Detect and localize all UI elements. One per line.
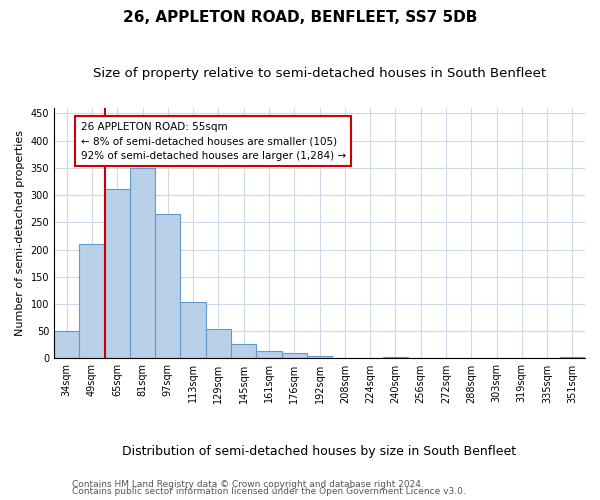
Bar [181, 302, 206, 358]
Bar [256, 351, 281, 358]
Bar [54, 332, 79, 358]
Y-axis label: Number of semi-detached properties: Number of semi-detached properties [15, 130, 25, 336]
Bar [155, 214, 181, 358]
Bar [130, 168, 155, 358]
Title: Size of property relative to semi-detached houses in South Benfleet: Size of property relative to semi-detach… [93, 68, 546, 80]
Text: 26 APPLETON ROAD: 55sqm
← 8% of semi-detached houses are smaller (105)
92% of se: 26 APPLETON ROAD: 55sqm ← 8% of semi-det… [80, 122, 346, 162]
Text: Contains public sector information licensed under the Open Government Licence v3: Contains public sector information licen… [72, 488, 466, 496]
Bar [79, 244, 104, 358]
Bar [383, 357, 408, 358]
Bar [307, 356, 332, 358]
Bar [231, 344, 256, 358]
Bar [560, 357, 585, 358]
Text: 26, APPLETON ROAD, BENFLEET, SS7 5DB: 26, APPLETON ROAD, BENFLEET, SS7 5DB [123, 10, 477, 25]
X-axis label: Distribution of semi-detached houses by size in South Benfleet: Distribution of semi-detached houses by … [122, 444, 517, 458]
Bar [104, 188, 130, 358]
Text: Contains HM Land Registry data © Crown copyright and database right 2024.: Contains HM Land Registry data © Crown c… [72, 480, 424, 489]
Bar [206, 328, 231, 358]
Bar [281, 353, 307, 358]
